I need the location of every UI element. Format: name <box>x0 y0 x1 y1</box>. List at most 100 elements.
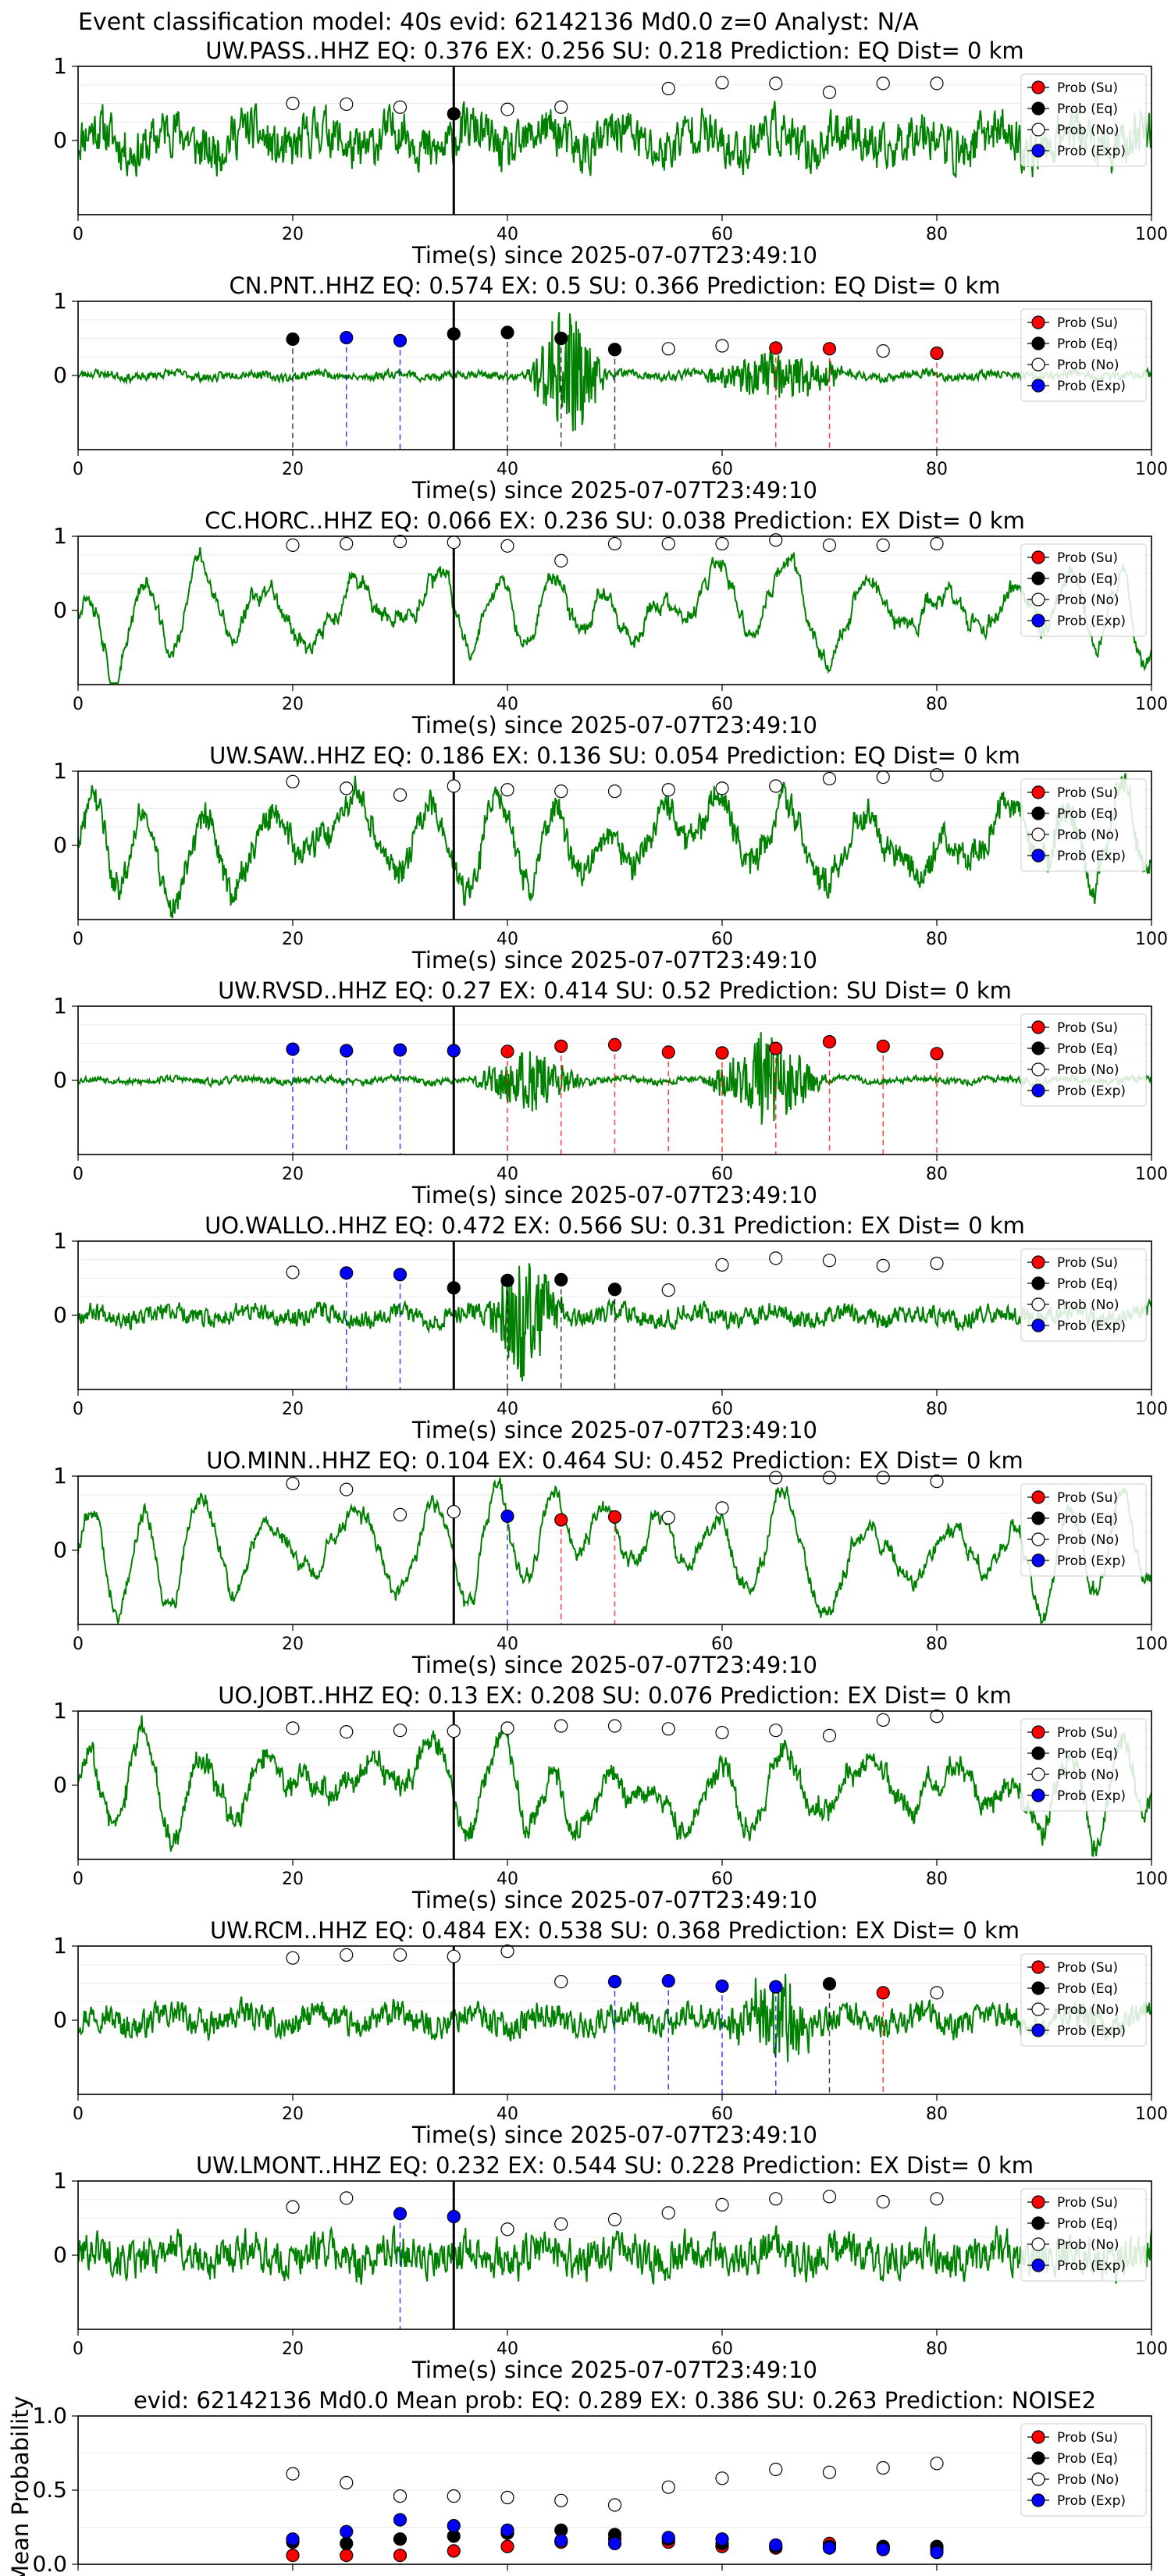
mean-marker-eq <box>393 2532 408 2546</box>
prob-marker-no <box>286 1951 300 1965</box>
legend-label-su: Prob (Su) <box>1057 785 1118 801</box>
prob-marker-eq <box>554 1272 568 1287</box>
legend-marker-eq <box>1031 1276 1045 1290</box>
x-axis-label: Time(s) since 2025-07-07T23:49:10 <box>411 1182 817 1208</box>
legend-label-no: Prob (No) <box>1057 2472 1119 2488</box>
mean-marker-exp <box>500 2523 514 2537</box>
prob-marker-no <box>340 1725 354 1739</box>
prob-marker-no <box>286 1265 300 1279</box>
x-tick-label: 80 <box>926 2105 948 2124</box>
legend-label-no: Prob (No) <box>1057 1062 1119 1078</box>
legend-marker-su <box>1031 2430 1045 2444</box>
prob-marker-no <box>715 1258 729 1272</box>
legend-label-su: Prob (Su) <box>1057 1725 1118 1741</box>
x-tick-label: 80 <box>926 1165 948 1184</box>
prob-marker-no <box>715 536 729 551</box>
prob-marker-exp <box>447 1044 461 1058</box>
prob-marker-no <box>715 1725 729 1740</box>
prob-marker-eq <box>607 1283 622 1297</box>
legend-label-no: Prob (No) <box>1057 123 1119 138</box>
mean-marker-exp <box>340 2524 354 2539</box>
x-tick-label: 80 <box>926 1870 948 1889</box>
legend-label-su: Prob (Su) <box>1057 80 1118 96</box>
x-tick-label: 40 <box>497 1635 518 1654</box>
prob-marker-no <box>876 2195 890 2209</box>
x-tick-label: 20 <box>282 695 304 714</box>
x-tick-label: 80 <box>926 1400 948 1419</box>
mean-marker-no <box>393 2489 408 2503</box>
prob-marker-no <box>500 1944 514 1959</box>
y-tick-label: 0 <box>53 2242 67 2268</box>
prob-marker-no <box>822 1728 837 1742</box>
legend-marker-eq <box>1031 571 1045 585</box>
prob-marker-no <box>286 1721 300 1735</box>
mean-marker-no <box>607 2498 622 2512</box>
panel-title: UW.LMONT..HHZ EQ: 0.232 EX: 0.544 SU: 0.… <box>196 2152 1034 2179</box>
prob-marker-no <box>500 102 514 116</box>
legend-label-eq: Prob (Eq) <box>1057 2451 1118 2467</box>
x-tick-label: 40 <box>497 460 518 479</box>
x-tick-label: 80 <box>926 225 948 244</box>
x-tick-label: 100 <box>1135 1870 1168 1889</box>
y-tick-label: 0 <box>53 832 67 858</box>
x-tick-label: 80 <box>926 1635 948 1654</box>
legend-label-su: Prob (Su) <box>1057 2430 1118 2446</box>
legend-label-eq: Prob (Eq) <box>1057 1511 1118 1527</box>
x-tick-label: 100 <box>1135 2105 1168 2124</box>
legend-label-exp: Prob (Exp) <box>1057 1553 1126 1569</box>
legend-marker-exp <box>1031 849 1045 863</box>
panel-title: UW.SAW..HHZ EQ: 0.186 EX: 0.136 SU: 0.05… <box>209 742 1020 769</box>
legend-label-exp: Prob (Exp) <box>1057 849 1126 864</box>
x-tick-label: 60 <box>711 1635 733 1654</box>
legend-marker-su <box>1031 80 1045 94</box>
legend-label-eq: Prob (Eq) <box>1057 336 1118 352</box>
prob-marker-no <box>661 1283 675 1297</box>
prob-marker-no <box>661 1510 675 1525</box>
x-tick-label: 60 <box>711 2339 733 2359</box>
prob-marker-no <box>286 2200 300 2214</box>
x-tick-label: 20 <box>282 1870 304 1889</box>
y-tick-label: 0.5 <box>32 2477 67 2503</box>
mean-marker-no <box>715 2471 729 2485</box>
prob-marker-no <box>340 97 354 112</box>
legend-box <box>1020 308 1147 402</box>
legend-marker-exp <box>1031 614 1045 628</box>
prob-marker-eq <box>447 107 461 121</box>
mean-marker-exp <box>393 2513 408 2527</box>
panel-4: UW.SAW..HHZ EQ: 0.186 EX: 0.136 SU: 0.05… <box>53 742 1168 973</box>
prob-marker-no <box>447 535 461 550</box>
prob-marker-su <box>554 1039 568 1053</box>
prob-marker-eq <box>822 1976 837 1991</box>
y-tick-label: 0 <box>53 1537 67 1563</box>
y-tick-label: 1 <box>53 1228 67 1254</box>
prob-marker-exp <box>607 1975 622 1989</box>
prob-marker-no <box>822 538 837 553</box>
prob-marker-no <box>500 783 514 797</box>
x-tick-label: 100 <box>1135 460 1168 479</box>
x-tick-label: 100 <box>1135 225 1168 244</box>
prob-marker-no <box>822 1471 837 1485</box>
x-tick-label: 80 <box>926 2339 948 2359</box>
waveform-trace <box>78 2225 1151 2285</box>
mean-marker-exp <box>661 2531 675 2545</box>
legend-marker-exp <box>1031 1318 1045 1332</box>
x-tick-label: 40 <box>497 1400 518 1419</box>
legend-label-exp: Prob (Exp) <box>1057 1083 1126 1099</box>
legend-marker-su <box>1031 1020 1045 1034</box>
y-axis-label: Mean Probability <box>7 2396 34 2576</box>
prob-marker-no <box>607 536 622 551</box>
legend-marker-no <box>1031 2237 1045 2251</box>
prob-marker-no <box>715 339 729 353</box>
prob-marker-no <box>393 100 408 114</box>
prob-marker-no <box>500 1721 514 1735</box>
x-tick-label: 40 <box>497 2105 518 2124</box>
legend-label-no: Prob (No) <box>1057 2237 1119 2253</box>
prob-marker-no <box>500 539 514 553</box>
legend-label-eq: Prob (Eq) <box>1057 571 1118 587</box>
prob-marker-no <box>661 783 675 797</box>
prob-marker-exp <box>393 2207 408 2221</box>
mean-marker-exp <box>930 2546 944 2560</box>
figure-suptitle: Event classification model: 40s evid: 62… <box>78 9 919 36</box>
prob-marker-no <box>822 771 837 786</box>
